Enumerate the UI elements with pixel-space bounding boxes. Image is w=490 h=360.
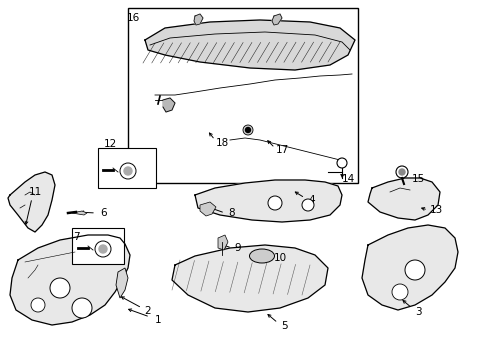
Polygon shape [116,268,128,298]
Text: 11: 11 [28,187,42,197]
Circle shape [337,158,347,168]
Bar [98,148,156,188]
Text: 2: 2 [145,306,151,316]
Circle shape [99,245,107,253]
Text: 1: 1 [155,315,161,325]
Polygon shape [195,180,342,222]
Text: 16: 16 [126,13,140,23]
Circle shape [50,278,70,298]
Circle shape [72,298,92,318]
Polygon shape [368,178,440,220]
Polygon shape [272,14,282,25]
Circle shape [399,169,405,175]
Circle shape [405,260,425,280]
Circle shape [243,125,253,135]
Text: 10: 10 [273,253,287,263]
Text: 4: 4 [309,195,315,205]
Polygon shape [72,211,87,215]
Bar [72,228,124,264]
Polygon shape [10,235,130,325]
Text: 17: 17 [275,145,289,155]
Circle shape [124,167,132,175]
Ellipse shape [249,249,274,263]
Circle shape [245,127,250,132]
Text: 18: 18 [216,138,229,148]
Circle shape [31,298,45,312]
Bar [128,8,358,183]
Text: 15: 15 [412,174,425,184]
Polygon shape [8,172,55,232]
Text: 12: 12 [103,139,117,149]
Text: 6: 6 [100,208,107,218]
Polygon shape [218,235,228,250]
Polygon shape [172,245,328,312]
Text: 7: 7 [73,232,79,242]
Text: 8: 8 [229,208,235,218]
Polygon shape [194,14,203,25]
Text: 9: 9 [235,243,241,253]
Text: 3: 3 [415,307,421,317]
Text: 14: 14 [342,174,355,184]
Circle shape [268,196,282,210]
Circle shape [302,199,314,211]
Polygon shape [145,20,355,70]
Polygon shape [200,202,216,216]
Text: 13: 13 [429,205,442,215]
Circle shape [392,284,408,300]
Circle shape [95,241,111,257]
Circle shape [120,163,136,179]
Text: 5: 5 [281,321,287,331]
Polygon shape [362,225,458,310]
Polygon shape [163,98,175,112]
Circle shape [396,166,408,178]
